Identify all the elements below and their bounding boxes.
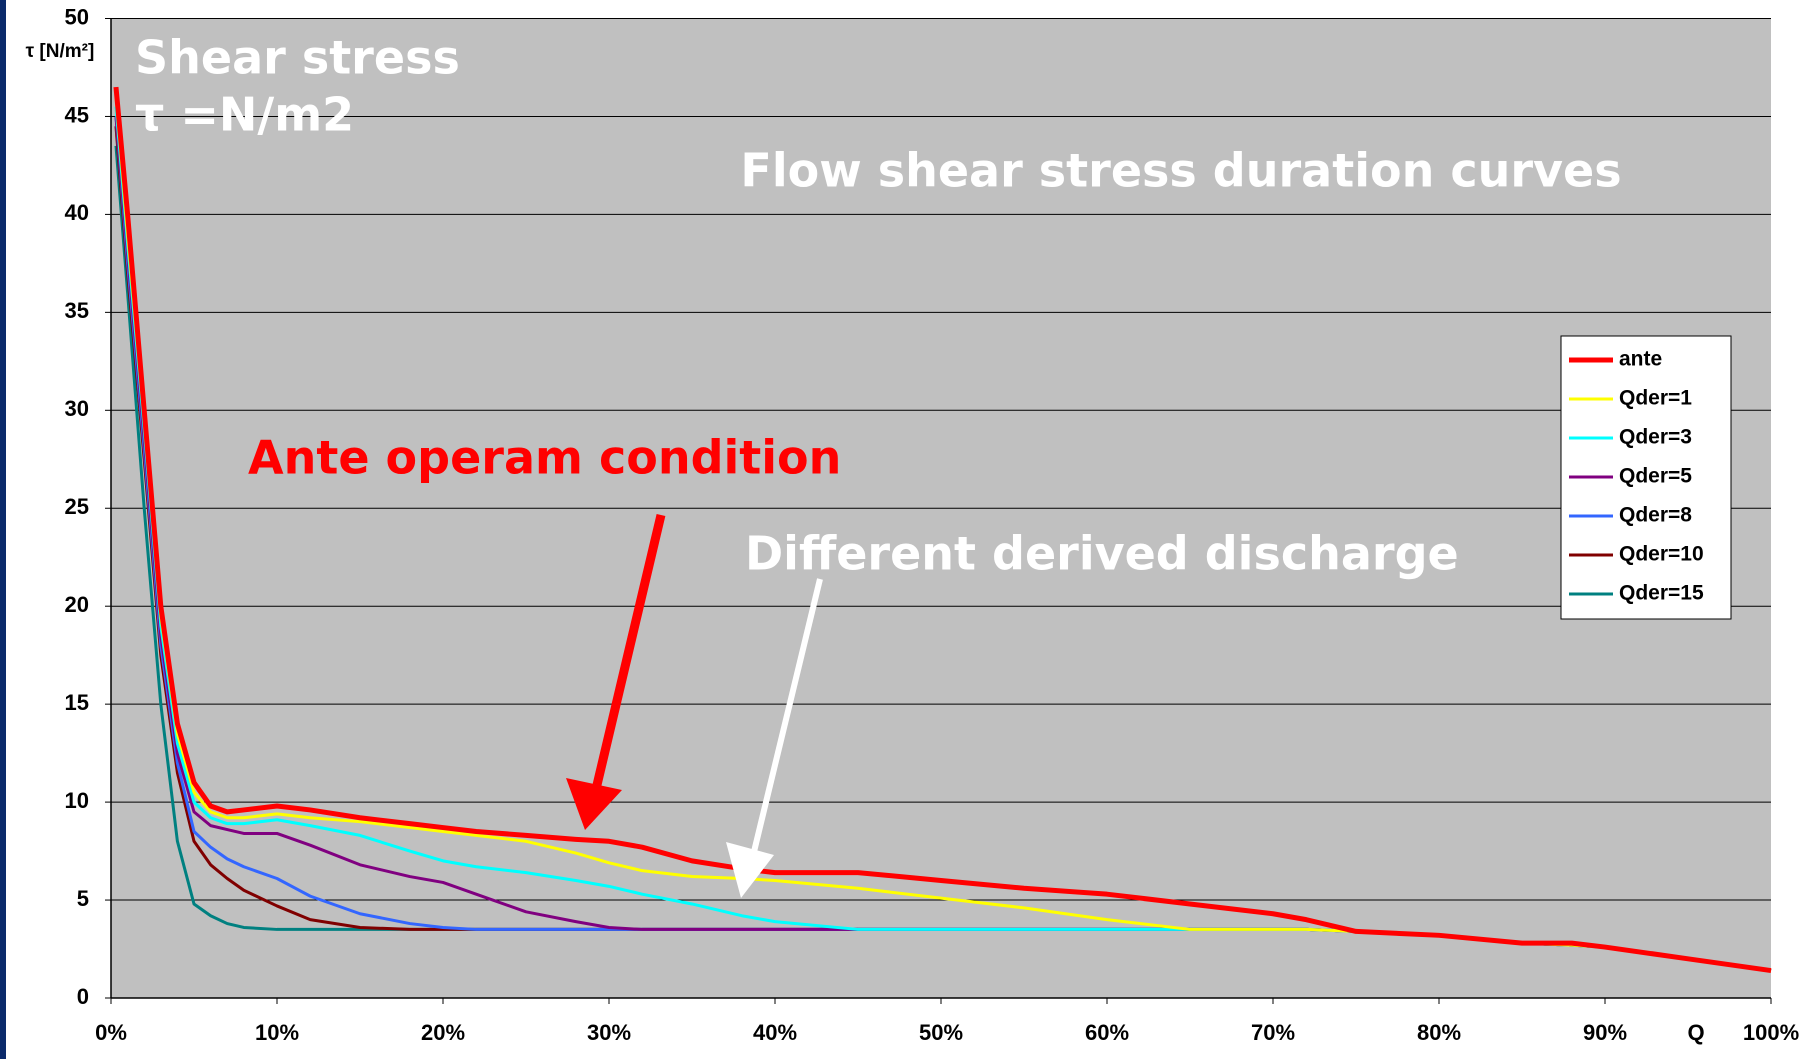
annotation: Different derived discharge bbox=[745, 527, 1459, 581]
annotation: τ =N/m2 bbox=[135, 88, 354, 142]
lines bbox=[113, 86, 1772, 974]
legend-label: Qder=5 bbox=[1619, 465, 1692, 488]
legend-label: Qder=1 bbox=[1619, 387, 1692, 410]
y-tick-label: 50 bbox=[65, 4, 89, 29]
chart-title: Flow shear stress duration curves bbox=[740, 144, 1621, 198]
y-tick-label: 5 bbox=[77, 886, 89, 911]
y-tick-label: 10 bbox=[65, 788, 89, 813]
side-strip bbox=[0, 0, 6, 1059]
y-axis-label: τ [N/m²] bbox=[26, 41, 95, 62]
x-tick-label: 80% bbox=[1417, 1020, 1461, 1045]
arrow-head bbox=[566, 778, 622, 830]
y-tick-label: 0 bbox=[77, 984, 89, 1009]
legend-label: Qder=10 bbox=[1619, 543, 1704, 566]
x-tick-label: 50% bbox=[919, 1020, 963, 1045]
legend: ante Qder=1 Qder=3 Qder=5 Qder=8 Qder=10 Qder=… bbox=[1560, 335, 1732, 620]
arrow-shaft bbox=[592, 513, 666, 787]
x-tick-label: 60% bbox=[1085, 1020, 1129, 1045]
y-tick-label: 25 bbox=[65, 494, 89, 519]
legend-label: ante bbox=[1619, 348, 1662, 371]
x-tick-label: 40% bbox=[753, 1020, 797, 1045]
arrow-head bbox=[726, 842, 774, 898]
x-tick-label: 10% bbox=[255, 1020, 299, 1045]
x-tick-label: 20% bbox=[421, 1020, 465, 1045]
y-tick-label: 40 bbox=[65, 200, 89, 225]
x-tick-label: 70% bbox=[1251, 1020, 1295, 1045]
x-axis-label: Q bbox=[1687, 1020, 1704, 1045]
arrow-shaft bbox=[749, 578, 823, 861]
grid bbox=[105, 18, 1772, 1004]
y-tick-label: 30 bbox=[65, 396, 89, 421]
legend-label: Qder=3 bbox=[1619, 426, 1692, 449]
annotation: Ante operam condition bbox=[248, 431, 841, 485]
y-tick-label: 20 bbox=[65, 592, 89, 617]
y-tick-label: 45 bbox=[65, 102, 89, 127]
x-tick-label: 0% bbox=[95, 1020, 127, 1045]
annotation: Shear stress bbox=[135, 31, 460, 85]
x-tick-label: 30% bbox=[587, 1020, 631, 1045]
y-tick-label: 15 bbox=[65, 690, 89, 715]
legend-label: Qder=15 bbox=[1619, 582, 1704, 605]
legend-label: Qder=8 bbox=[1619, 504, 1692, 527]
x-tick-label: 90% bbox=[1583, 1020, 1627, 1045]
y-tick-label: 35 bbox=[65, 298, 89, 323]
series-line bbox=[113, 86, 1772, 974]
x-tick-label: 100% bbox=[1743, 1020, 1799, 1045]
